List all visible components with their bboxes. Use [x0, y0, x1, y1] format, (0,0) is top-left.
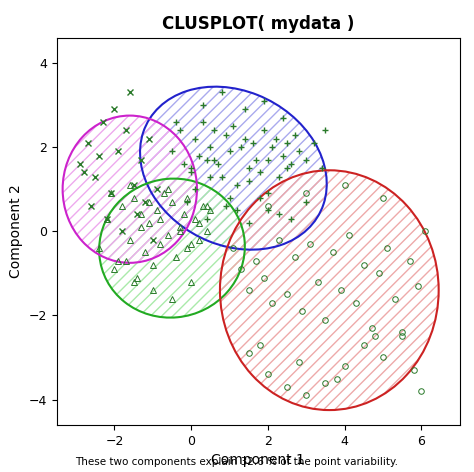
- X-axis label: Component 1: Component 1: [211, 453, 305, 467]
- Y-axis label: Component 2: Component 2: [9, 185, 23, 278]
- Title: CLUSPLOT( mydata ): CLUSPLOT( mydata ): [162, 16, 355, 34]
- Text: These two components explain 32.6 % of the point variability.: These two components explain 32.6 % of t…: [75, 457, 399, 467]
